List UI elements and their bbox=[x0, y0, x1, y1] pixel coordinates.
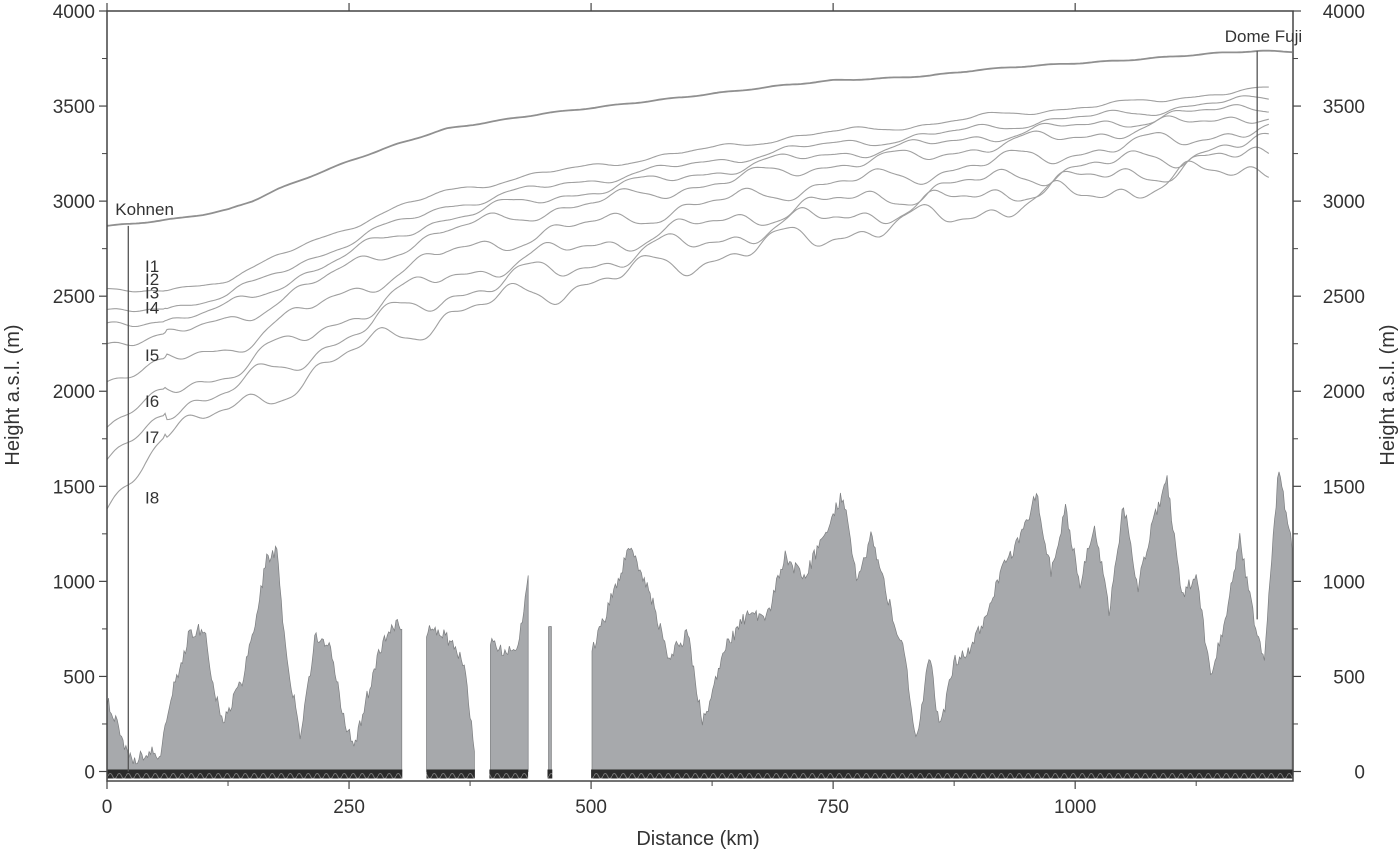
plot-frame bbox=[106, 10, 1294, 782]
basal-strip-segment bbox=[107, 769, 403, 779]
internal-layer-line bbox=[107, 86, 1269, 293]
surface-line bbox=[106, 49, 1293, 227]
y-tick-label-right: 2000 bbox=[1323, 382, 1365, 403]
internal-layer-line bbox=[106, 132, 1269, 428]
y-tick-label-left: 1000 bbox=[53, 572, 95, 593]
layer-label: I8 bbox=[145, 489, 159, 508]
internal-layer-line bbox=[106, 104, 1269, 328]
y-tick-label-right: 3500 bbox=[1323, 97, 1365, 118]
station-label: Kohnen bbox=[115, 200, 174, 219]
y-tick-label-right: 0 bbox=[1354, 762, 1365, 783]
y-tick-label-right: 1000 bbox=[1323, 572, 1365, 593]
internal-layer-line bbox=[106, 115, 1269, 347]
y-tick-label-left: 2500 bbox=[53, 287, 95, 308]
bedrock-area-segment bbox=[490, 575, 529, 772]
y-tick-label-left: 4000 bbox=[53, 2, 95, 23]
bedrock-area-segment bbox=[548, 626, 552, 772]
y-tick-label-right: 1500 bbox=[1323, 477, 1365, 498]
y-tick-label-left: 500 bbox=[63, 667, 95, 688]
basal-strip-segment bbox=[489, 769, 529, 779]
internal-layer-line bbox=[106, 146, 1270, 461]
y-axis-title-right: Height a.s.l. (m) bbox=[1377, 324, 1399, 465]
y-tick-label-right: 500 bbox=[1333, 667, 1365, 688]
y-tick-label-right: 2500 bbox=[1323, 287, 1365, 308]
y-axis-title-left: Height a.s.l. (m) bbox=[2, 324, 24, 465]
surface-line-group bbox=[106, 49, 1293, 227]
y-tick-label-left: 1500 bbox=[53, 477, 95, 498]
x-tick-label: 500 bbox=[575, 797, 607, 818]
y-tick-label-right: 3000 bbox=[1323, 192, 1365, 213]
x-tick-label: 1000 bbox=[1054, 797, 1096, 818]
x-tick-label: 750 bbox=[817, 797, 849, 818]
basal-strip-segment bbox=[547, 769, 553, 779]
bedrock-area-segment bbox=[426, 625, 475, 772]
internal-layer-line bbox=[106, 95, 1269, 313]
y-tick-label-left: 2000 bbox=[53, 382, 95, 403]
internal-layer-line bbox=[106, 160, 1270, 510]
y-tick-label-left: 3500 bbox=[53, 97, 95, 118]
bedrock-area-segment bbox=[106, 545, 403, 772]
x-axis-title: Distance (km) bbox=[636, 828, 759, 850]
internal-layer-line bbox=[106, 123, 1269, 383]
layer-label: I6 bbox=[145, 392, 159, 411]
basal-strip-segment bbox=[591, 769, 1293, 779]
basal-strip-segment bbox=[426, 769, 475, 779]
basal-ice-strip bbox=[107, 769, 1293, 779]
layer-label: I5 bbox=[145, 346, 159, 365]
layer-label: I7 bbox=[145, 428, 159, 447]
x-tick-label: 250 bbox=[333, 797, 365, 818]
y-tick-label-left: 0 bbox=[84, 762, 95, 783]
layer-label: I2 bbox=[145, 270, 159, 289]
bedrock-area-group bbox=[106, 471, 1293, 772]
x-tick-label: 0 bbox=[102, 797, 113, 818]
layer-label: I3 bbox=[145, 283, 159, 302]
y-tick-label-left: 3000 bbox=[53, 192, 95, 213]
y-tick-label-right: 4000 bbox=[1323, 2, 1365, 23]
annotations-group: Kohnen Dome Fuji bbox=[115, 27, 1302, 772]
layer-label: I4 bbox=[145, 299, 159, 318]
bedrock-area-segment bbox=[591, 471, 1293, 772]
layer-label: I1 bbox=[145, 257, 159, 276]
station-label: Dome Fuji bbox=[1225, 27, 1302, 46]
